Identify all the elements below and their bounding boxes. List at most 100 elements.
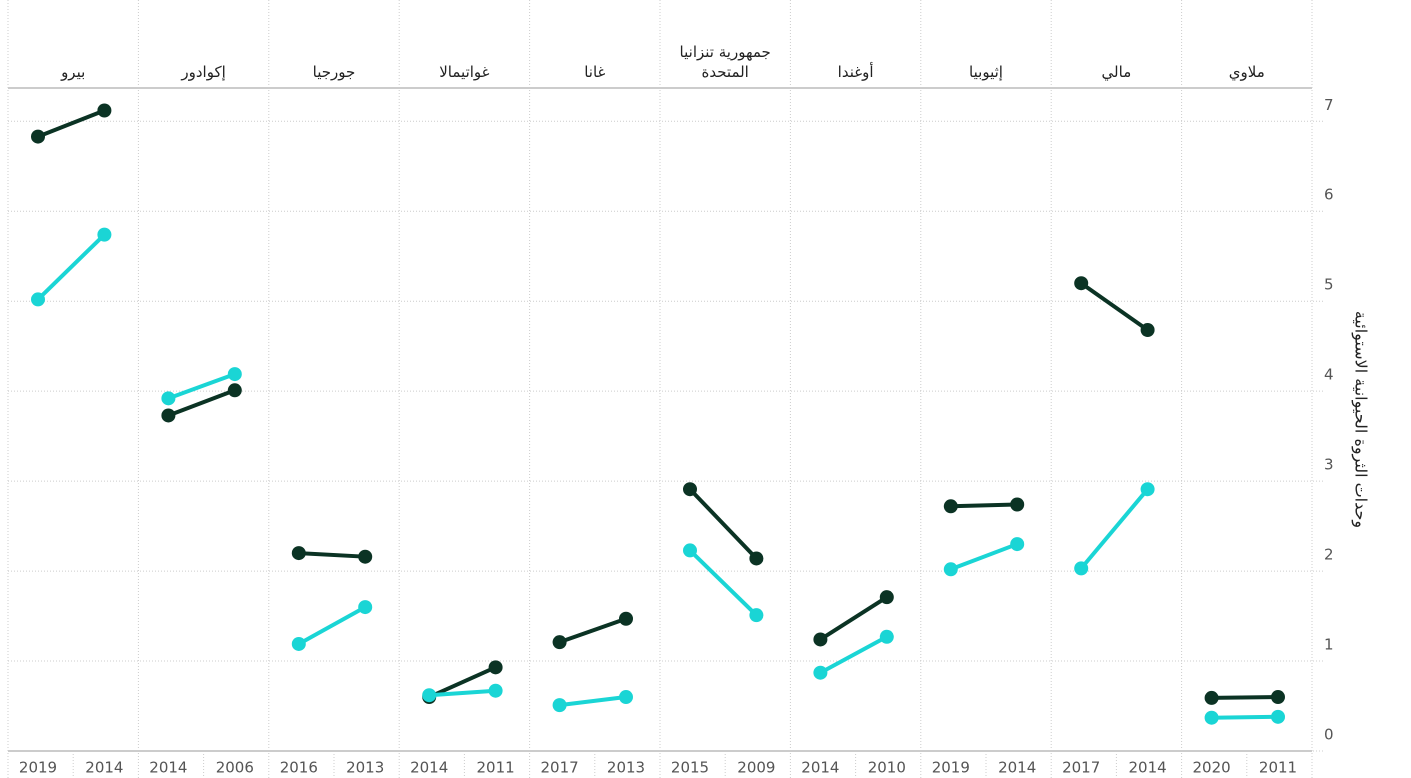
x-tick-label: 2017 [541, 759, 579, 777]
panel-title: مالي [1101, 63, 1132, 81]
slope-line [1211, 714, 1279, 720]
slope-line [297, 605, 367, 646]
dot [227, 383, 242, 398]
y-tick-label: 0 [1324, 726, 1334, 744]
slope-line [1079, 487, 1150, 570]
dot [683, 482, 697, 497]
slope-line [688, 487, 758, 560]
dot [291, 546, 306, 561]
dot [1271, 690, 1285, 705]
dot [1140, 322, 1155, 337]
dot [683, 543, 697, 558]
slope-line [298, 551, 366, 559]
x-tick-label: 2015 [671, 759, 709, 777]
dot [488, 683, 503, 698]
dot [1271, 709, 1285, 724]
x-tick-label: 2011 [1259, 759, 1297, 777]
x-tick-label: 2009 [737, 759, 775, 777]
x-tick-label: 2019 [19, 759, 57, 777]
x-tick-label: 2014 [85, 759, 123, 777]
x-tick-label: 2011 [477, 759, 515, 777]
x-tick-label: 2017 [1062, 759, 1100, 777]
dot [749, 551, 764, 566]
dot [552, 698, 567, 713]
slope-line [688, 548, 758, 617]
x-tick-label: 2014 [410, 759, 448, 777]
y-tick-label: 6 [1324, 186, 1334, 204]
panel-title: غانا [584, 63, 606, 81]
dot [1140, 482, 1155, 497]
dot [161, 391, 176, 406]
x-tick-label: 2010 [868, 759, 906, 777]
dot [619, 611, 633, 626]
slope-line [558, 616, 627, 645]
dot [227, 367, 242, 382]
y-tick-label: 1 [1324, 636, 1334, 654]
dot [879, 590, 894, 605]
dot [1074, 276, 1089, 291]
dot [358, 600, 373, 615]
y-tick-label: 7 [1324, 96, 1334, 114]
x-tick-label: 2019 [932, 759, 970, 777]
slope-line [167, 388, 236, 418]
x-tick-label: 2014 [149, 759, 187, 777]
panel-title: غواتيمالا [439, 63, 490, 81]
dot [1204, 690, 1219, 705]
slope-line [950, 502, 1018, 509]
dot [1074, 561, 1089, 576]
panel-title: إكوادور [181, 63, 226, 81]
panel-title: جمهورية تنزانيا المتحدة [679, 43, 771, 81]
dot [879, 629, 894, 644]
dot [943, 562, 958, 577]
slope-line [819, 634, 888, 675]
slope-line [559, 695, 627, 708]
dot [1010, 537, 1025, 552]
panel-title: ملاوي [1228, 63, 1265, 81]
dot [813, 665, 828, 680]
slope-line [950, 542, 1018, 572]
slope-line [428, 665, 497, 699]
y-axis-label: وحدات الثروة الحيوانية الاستوائية [1351, 311, 1371, 528]
dot [97, 227, 112, 242]
panel-title: جورجيا [312, 63, 356, 81]
slope-line [819, 595, 888, 642]
x-tick-label: 2014 [1129, 759, 1167, 777]
panel-title: بيرو [61, 63, 86, 81]
dot [619, 690, 633, 705]
x-tick-label: 2020 [1193, 759, 1231, 777]
dot [161, 408, 176, 423]
slope-line [167, 372, 236, 401]
y-tick-label: 2 [1324, 546, 1334, 564]
y-tick-label: 5 [1324, 276, 1334, 294]
slope-line [36, 233, 106, 301]
panel-title: أوغندا [837, 63, 874, 81]
dot [358, 549, 373, 564]
dot [943, 499, 958, 514]
dot [97, 103, 112, 118]
x-tick-label: 2014 [998, 759, 1036, 777]
dot [552, 635, 567, 650]
dot [31, 129, 45, 144]
y-tick-label: 3 [1324, 456, 1334, 474]
panel-title: إثيوبيا [969, 63, 1003, 81]
dot [31, 292, 45, 307]
x-tick-label: 2013 [607, 759, 645, 777]
slope-line [429, 688, 496, 698]
slope-line [1211, 695, 1279, 700]
dot [749, 608, 764, 623]
dot [422, 688, 437, 703]
dot [813, 632, 828, 647]
x-tick-label: 2014 [801, 759, 839, 777]
y-tick-label: 4 [1324, 366, 1334, 384]
slope-line [37, 108, 106, 139]
x-tick-label: 2013 [346, 759, 384, 777]
dot [1204, 710, 1219, 725]
x-tick-label: 2006 [216, 759, 254, 777]
slope-line [1080, 281, 1149, 332]
x-tick-label: 2016 [280, 759, 318, 777]
dot [291, 636, 306, 651]
dot [1010, 497, 1025, 512]
dot [488, 660, 503, 675]
